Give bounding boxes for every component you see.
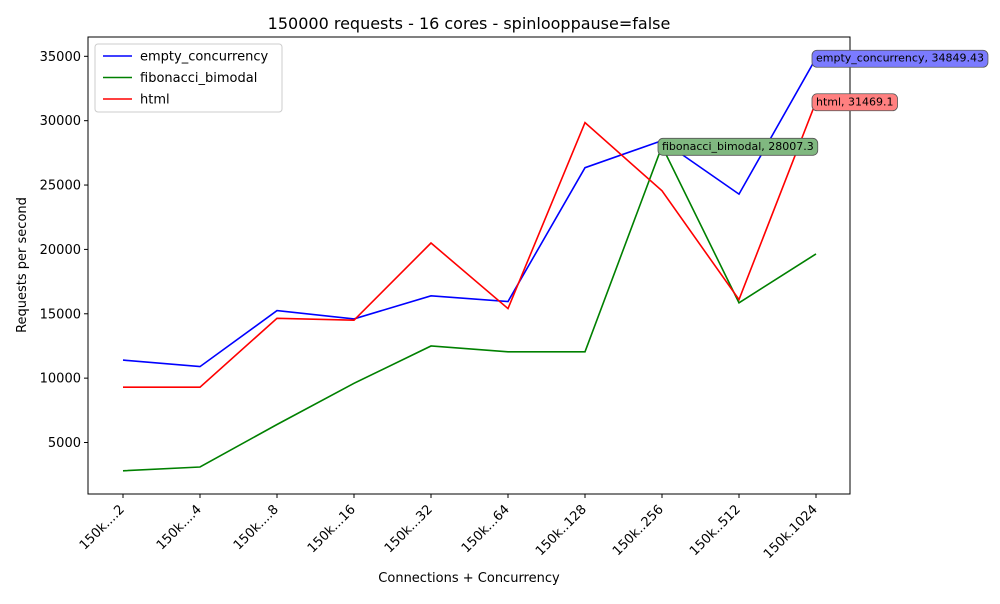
x-tick-label: 150k...32 — [382, 502, 436, 556]
annotation-text: html, 31469.1 — [816, 95, 894, 108]
x-tick-label: 150k....2 — [77, 502, 128, 553]
y-tick-label: 15000 — [40, 307, 81, 322]
annotation-box — [657, 137, 819, 156]
y-tick-label: 30000 — [40, 114, 81, 129]
series-line-empty_concurrency — [122, 57, 817, 368]
annotation-box — [811, 49, 989, 68]
annotation-text: fibonacci_bimodal, 28007.3 — [662, 140, 814, 153]
chart-title: 150000 requests - 16 cores - spinlooppau… — [268, 14, 671, 33]
annotation-label: empty_concurrency, 34849.43 — [811, 49, 989, 68]
x-axis-label: Connections + Concurrency — [378, 571, 560, 586]
x-axis: 150k....2 150k....4 150k....8 150k...16 150k… — [77, 494, 821, 562]
x-tick-label: 150k..512 — [687, 502, 744, 559]
series-layer — [122, 57, 817, 472]
legend-box — [94, 43, 283, 113]
plot-area — [87, 36, 851, 495]
y-tick-label: 5000 — [48, 436, 81, 451]
legend-label: fibonacci_bimodal — [140, 71, 257, 86]
y-axis: 5000 10000 15000 20000 25000 30000 35000 — [40, 50, 88, 451]
annotation-layer: empty_concurrency, 34849.43 fibonacci_bim… — [657, 49, 989, 156]
annotation-text: empty_concurrency, 34849.43 — [816, 52, 984, 65]
annotation-box — [811, 93, 898, 112]
annotation-label: fibonacci_bimodal, 28007.3 — [657, 137, 819, 156]
y-tick-label: 35000 — [40, 50, 81, 65]
legend-label: html — [140, 93, 170, 108]
series-line-fibonacci_bimodal — [122, 144, 817, 472]
x-tick-label: 150k....4 — [154, 502, 205, 553]
x-tick-label: 150k...64 — [459, 502, 513, 556]
x-tick-label: 150k...16 — [305, 502, 359, 556]
series-line-html — [123, 101, 817, 389]
x-tick-label: 150k....8 — [231, 502, 282, 553]
x-tick-label: 150k..128 — [533, 502, 590, 559]
y-tick-label: 20000 — [40, 243, 81, 258]
annotation-label: html, 31469.1 — [811, 93, 898, 112]
x-tick-label: 150k..256 — [610, 502, 667, 559]
y-tick-label: 25000 — [40, 179, 81, 194]
x-tick-label: 150k.1024 — [761, 502, 821, 562]
legend-label: empty_concurrency — [140, 50, 268, 65]
y-axis-label: Requests per second — [15, 197, 30, 333]
y-tick-label: 10000 — [40, 372, 81, 387]
